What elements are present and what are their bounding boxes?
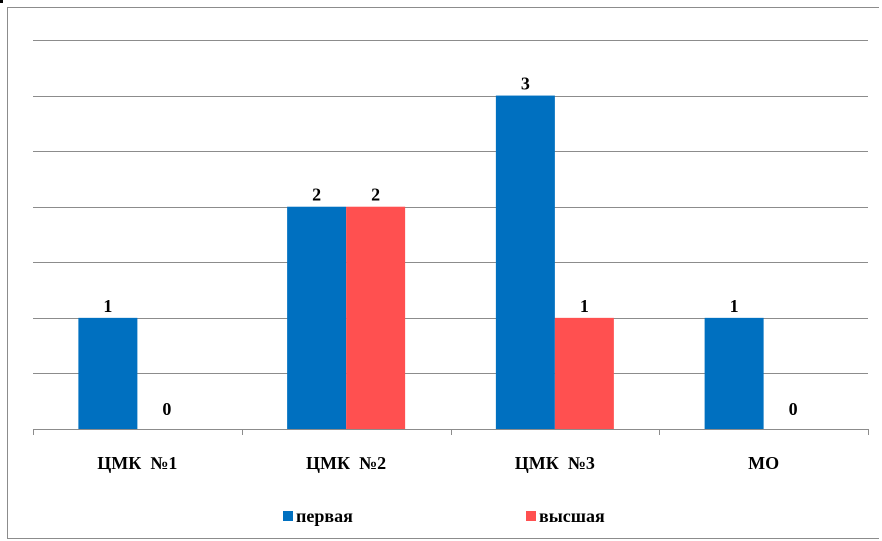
data-label: 2 [371,185,380,205]
legend-label: высшая [539,506,605,526]
data-label: 3 [521,74,530,94]
legend-swatch [526,511,536,521]
legend-label: первая [296,506,353,526]
chart-frame [7,7,879,539]
data-label: 1 [103,296,112,316]
bar-1-4 [704,317,764,429]
category-label: МО [748,453,779,473]
bar-1-3 [495,95,555,430]
legend: первая высшая [283,506,605,526]
bar-1-1 [78,317,138,429]
x-axis [33,429,869,435]
bar-2-3 [554,317,614,429]
category-label: ЦМК №3 [515,453,595,473]
data-labels: 1 0 2 2 3 1 1 0 [103,74,797,419]
data-label: 1 [730,296,739,316]
category-labels: ЦМК №1 ЦМК №2 ЦМК №3 МО [97,453,779,473]
category-label: ЦМК №1 [97,453,177,473]
bar-2-2 [346,206,406,429]
data-label: 0 [789,399,798,419]
bar-1-2 [287,206,347,429]
data-label: 2 [312,185,321,205]
category-label: ЦМК №2 [306,453,386,473]
data-label: 0 [162,399,171,419]
data-label: 1 [580,296,589,316]
legend-swatch [283,511,293,521]
bars [78,95,764,430]
corner-mark [0,0,3,3]
